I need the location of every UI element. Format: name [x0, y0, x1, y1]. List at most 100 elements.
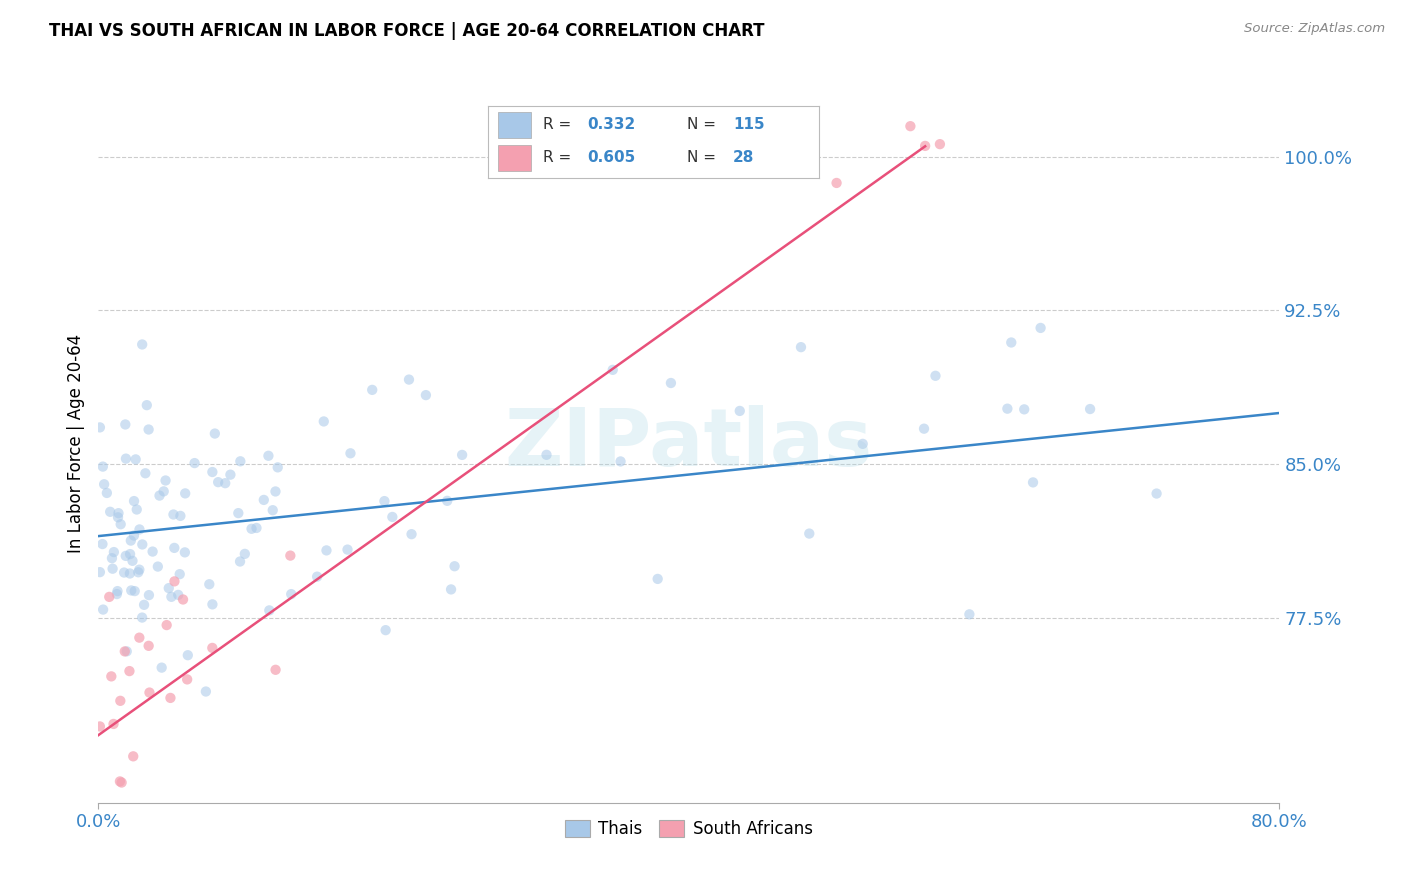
Point	[105, 587, 128, 601]
Point	[122, 749, 145, 764]
Point	[201, 465, 224, 479]
Point	[114, 549, 136, 563]
Point	[125, 502, 148, 516]
Point	[160, 590, 183, 604]
Point	[912, 422, 935, 436]
Point	[146, 859, 169, 873]
Point	[229, 554, 252, 568]
Y-axis label: In Labor Force | Age 20-64: In Labor Force | Age 20-64	[66, 334, 84, 553]
Point	[148, 489, 170, 503]
Point	[214, 476, 236, 491]
Point	[156, 618, 179, 632]
Point	[107, 506, 129, 520]
Point	[312, 414, 335, 428]
Point	[177, 648, 200, 663]
Point	[207, 475, 229, 490]
Point	[173, 545, 195, 559]
Point	[1012, 402, 1035, 417]
Point	[174, 486, 197, 500]
Point	[257, 449, 280, 463]
Point	[107, 855, 129, 870]
Point	[120, 583, 142, 598]
Point	[163, 541, 186, 555]
Legend: Thais, South Africans: Thais, South Africans	[558, 814, 820, 845]
Point	[142, 544, 165, 558]
Text: Source: ZipAtlas.com: Source: ZipAtlas.com	[1244, 22, 1385, 36]
Point	[100, 669, 122, 683]
Point	[138, 423, 160, 437]
Point	[900, 119, 922, 133]
Point	[852, 437, 875, 451]
Point	[229, 454, 252, 468]
Point	[1022, 475, 1045, 490]
Point	[194, 684, 217, 698]
Point	[112, 566, 135, 580]
Point	[398, 373, 420, 387]
Point	[114, 417, 136, 432]
Point	[146, 559, 169, 574]
Point	[443, 559, 465, 574]
Point	[1000, 335, 1022, 350]
Point	[90, 814, 112, 828]
Point	[114, 644, 136, 658]
Point	[134, 467, 156, 481]
Point	[155, 474, 177, 488]
Point	[132, 598, 155, 612]
Point	[91, 537, 114, 551]
Point	[121, 554, 143, 568]
Point	[957, 607, 980, 622]
Point	[162, 508, 184, 522]
Point	[103, 717, 125, 731]
Point	[361, 383, 384, 397]
Point	[91, 459, 114, 474]
Point	[118, 566, 141, 581]
Point	[995, 401, 1018, 416]
Point	[929, 137, 952, 152]
Point	[128, 563, 150, 577]
Point	[150, 660, 173, 674]
Point	[373, 494, 395, 508]
Point	[451, 448, 474, 462]
Point	[89, 719, 111, 733]
Point	[201, 598, 224, 612]
Point	[1078, 402, 1101, 417]
Point	[602, 363, 624, 377]
Point	[436, 493, 458, 508]
Point	[89, 565, 111, 579]
Point	[267, 460, 290, 475]
Point	[264, 484, 287, 499]
Point	[609, 454, 631, 468]
Point	[1029, 321, 1052, 335]
Point	[262, 503, 284, 517]
Point	[280, 549, 302, 563]
Point	[219, 467, 242, 482]
Point	[138, 685, 160, 699]
Point	[124, 584, 146, 599]
Point	[110, 775, 132, 789]
Point	[728, 404, 751, 418]
Point	[415, 388, 437, 402]
Point	[198, 577, 221, 591]
Point	[799, 526, 821, 541]
Point	[131, 337, 153, 351]
Point	[127, 566, 149, 580]
Point	[201, 640, 224, 655]
Point	[315, 543, 337, 558]
Point	[336, 542, 359, 557]
Point	[131, 537, 153, 551]
Point	[226, 506, 249, 520]
Point	[259, 603, 281, 617]
Point	[307, 569, 329, 583]
Point	[107, 584, 129, 599]
Point	[138, 639, 160, 653]
Point	[167, 588, 190, 602]
Point	[172, 592, 194, 607]
Point	[245, 521, 267, 535]
Point	[122, 528, 145, 542]
Point	[89, 420, 111, 434]
Point	[280, 587, 302, 601]
Point	[152, 484, 174, 499]
Point	[110, 694, 132, 708]
Text: ZIPatlas: ZIPatlas	[505, 405, 873, 483]
Point	[176, 673, 198, 687]
